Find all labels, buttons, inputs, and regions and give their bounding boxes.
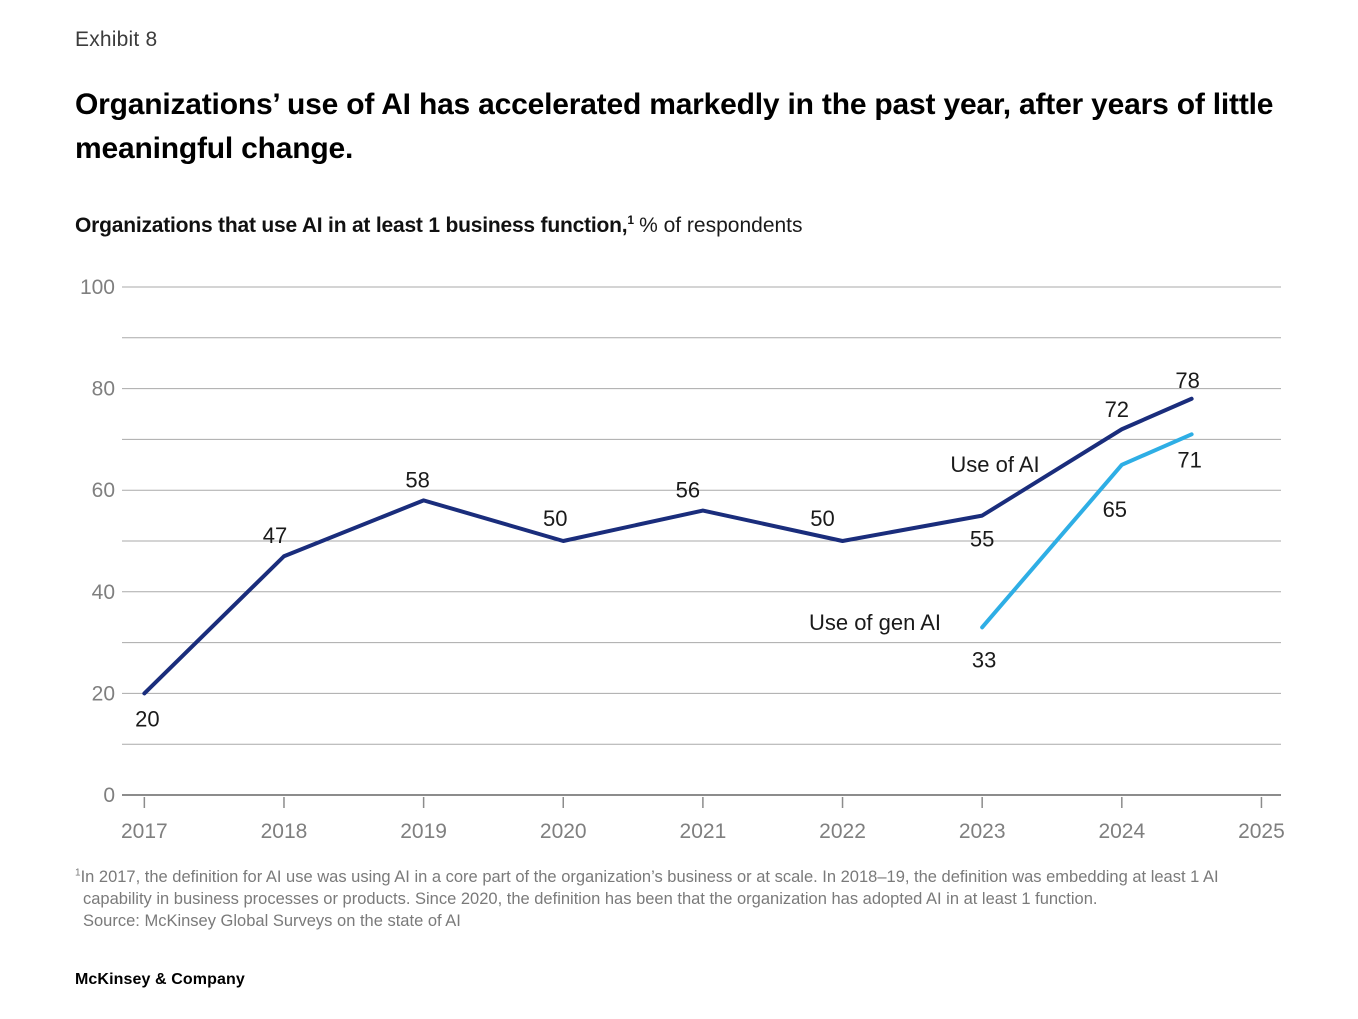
x-axis-label-2022: 2022 [819, 820, 866, 843]
series-line-use-of-ai [142, 396, 1194, 696]
x-axis-label-2021: 2021 [680, 820, 727, 843]
chart-subtitle-bold: Organizations that use AI in at least 1 … [75, 214, 628, 237]
y-axis-label-0: 0 [103, 784, 115, 807]
data-label-use-of-ai-2020: 50 [543, 506, 567, 531]
footnote: 1In 2017, the definition for AI use was … [75, 866, 1315, 932]
data-label-use-of-ai-2018: 47 [263, 523, 287, 548]
data-label-use-of-ai-2019: 58 [405, 467, 429, 492]
data-label-use-of-gen-ai-2024.5: 71 [1177, 447, 1201, 472]
chart-subtitle: Organizations that use AI in at least 1 … [75, 214, 803, 238]
footnote-line2: capability in business processes or prod… [83, 890, 1098, 908]
data-label-use-of-gen-ai-2023: 33 [972, 647, 996, 672]
y-axis-label-80: 80 [92, 378, 115, 401]
x-axis-label-2017: 2017 [121, 820, 168, 843]
chart: 0 20 40 60 80 100 2017 2018 2019 2020 2021 2022 2023… [75, 272, 1290, 847]
x-axis-label-2025: 2025 [1238, 820, 1285, 843]
x-axis-label-2020: 2020 [540, 820, 587, 843]
footnote-source: Source: McKinsey Global Surveys on the s… [83, 912, 461, 930]
x-axis-label-2024: 2024 [1098, 820, 1145, 843]
data-label-use-of-ai-2022: 50 [810, 506, 834, 531]
y-axis-label-20: 20 [92, 682, 115, 705]
chart-svg: 0 20 40 60 80 100 2017 2018 2019 2020 2021 2022 2023… [80, 276, 1285, 843]
chart-subtitle-superscript: 1 [627, 213, 635, 227]
data-label-use-of-ai-2024: 72 [1105, 397, 1129, 422]
series-label-use-of-ai: Use of AI [950, 452, 1039, 477]
brand-wordmark: McKinsey & Company [75, 971, 245, 988]
x-axis-label-2019: 2019 [400, 820, 447, 843]
data-label-use-of-ai-2024.5: 78 [1175, 368, 1199, 393]
data-label-use-of-ai-2017: 20 [135, 706, 159, 731]
data-label-use-of-ai-2021: 56 [676, 478, 700, 503]
chart-subtitle-units: % of respondents [639, 214, 803, 237]
footnote-line1-wrap: 1In 2017, the definition for AI use was … [75, 866, 1315, 888]
exhibit-label: Exhibit 8 [75, 28, 158, 51]
series-line-use-of-gen-ai [980, 432, 1194, 630]
x-axis-label-2023: 2023 [959, 820, 1006, 843]
data-label-use-of-ai-2023: 55 [970, 527, 994, 552]
footnote-line1: In 2017, the definition for AI use was u… [80, 868, 1219, 886]
y-axis-label-60: 60 [92, 479, 115, 502]
y-axis-label-100: 100 [80, 276, 115, 299]
page-title: Organizations’ use of AI has accelerated… [75, 88, 1274, 165]
data-label-use-of-gen-ai-2024: 65 [1103, 497, 1127, 522]
y-axis-label-40: 40 [92, 581, 115, 604]
x-axis-label-2018: 2018 [261, 820, 308, 843]
footnote-superscript: 1 [75, 867, 81, 879]
series-label-use-of-gen-ai: Use of gen AI [809, 610, 941, 635]
